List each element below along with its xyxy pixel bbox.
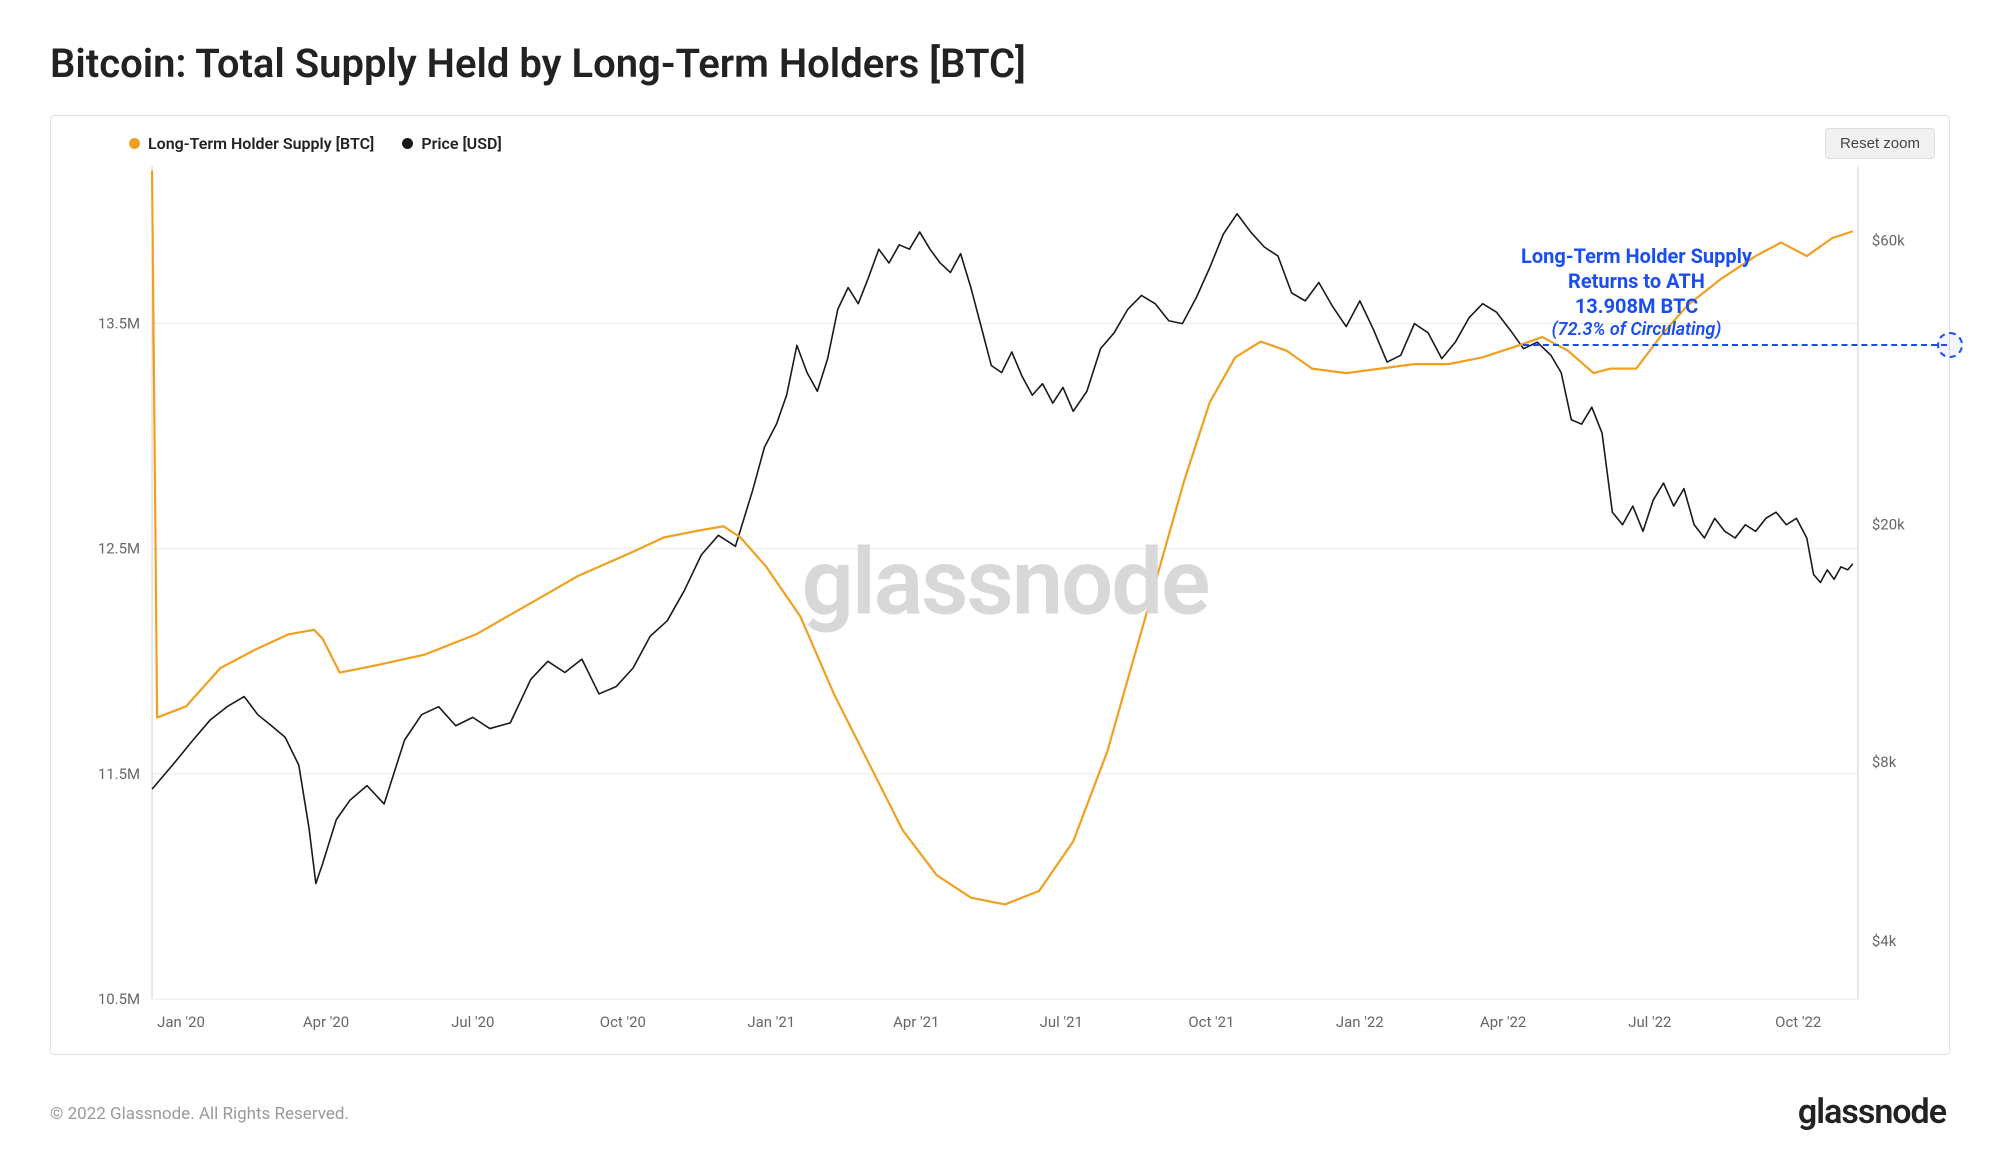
legend: Long-Term Holder Supply [BTC] Price [USD…: [129, 134, 502, 153]
legend-item-price: Price [USD]: [402, 134, 501, 153]
annotation-line4: (72.3% of Circulating): [1521, 319, 1752, 342]
annotation-callout: Long-Term Holder Supply Returns to ATH 1…: [1521, 244, 1752, 342]
annotation-line3: 13.908M BTC: [1521, 294, 1752, 319]
annotation-circle-icon: [1937, 332, 1963, 358]
svg-text:Jul '20: Jul '20: [451, 1013, 494, 1031]
annotation-line1: Long-Term Holder Supply: [1521, 244, 1752, 269]
legend-dot-price: [402, 138, 413, 149]
svg-text:$8k: $8k: [1872, 753, 1897, 771]
svg-text:Oct '21: Oct '21: [1188, 1013, 1234, 1031]
chart-frame: Long-Term Holder Supply [BTC] Price [USD…: [50, 115, 1950, 1055]
svg-text:Jul '22: Jul '22: [1628, 1013, 1671, 1031]
plot-area: glassnode 10.5M11.5M12.5M13.5M$4k$8k$20k…: [151, 166, 1859, 999]
legend-dot-supply: [129, 138, 140, 149]
svg-text:Apr '20: Apr '20: [303, 1013, 349, 1031]
legend-label-supply: Long-Term Holder Supply [BTC]: [148, 134, 374, 153]
footer-copyright: © 2022 Glassnode. All Rights Reserved.: [50, 1104, 349, 1124]
annotation-line2: Returns to ATH: [1521, 269, 1752, 294]
reset-zoom-button[interactable]: Reset zoom: [1825, 128, 1935, 159]
svg-text:13.5M: 13.5M: [98, 315, 140, 333]
brand-logo: glassnode: [1798, 1092, 1946, 1132]
svg-text:Jan '22: Jan '22: [1336, 1013, 1384, 1031]
legend-label-price: Price [USD]: [421, 134, 501, 153]
svg-text:$20k: $20k: [1872, 516, 1905, 534]
svg-text:Apr '22: Apr '22: [1480, 1013, 1526, 1031]
legend-item-supply: Long-Term Holder Supply [BTC]: [129, 134, 374, 153]
svg-text:Jan '20: Jan '20: [157, 1013, 205, 1031]
chart-title: Bitcoin: Total Supply Held by Long-Term …: [50, 40, 1950, 87]
svg-text:Jul '21: Jul '21: [1040, 1013, 1083, 1031]
annotation-dashed-line: [1523, 344, 1947, 346]
svg-text:12.5M: 12.5M: [98, 540, 140, 558]
svg-text:$4k: $4k: [1872, 932, 1897, 950]
svg-text:Oct '20: Oct '20: [600, 1013, 646, 1031]
svg-text:Oct '22: Oct '22: [1775, 1013, 1821, 1031]
svg-text:Jan '21: Jan '21: [747, 1013, 795, 1031]
svg-text:11.5M: 11.5M: [98, 765, 140, 783]
svg-text:$60k: $60k: [1872, 231, 1905, 249]
svg-text:10.5M: 10.5M: [98, 990, 140, 1008]
svg-text:Apr '21: Apr '21: [893, 1013, 939, 1031]
